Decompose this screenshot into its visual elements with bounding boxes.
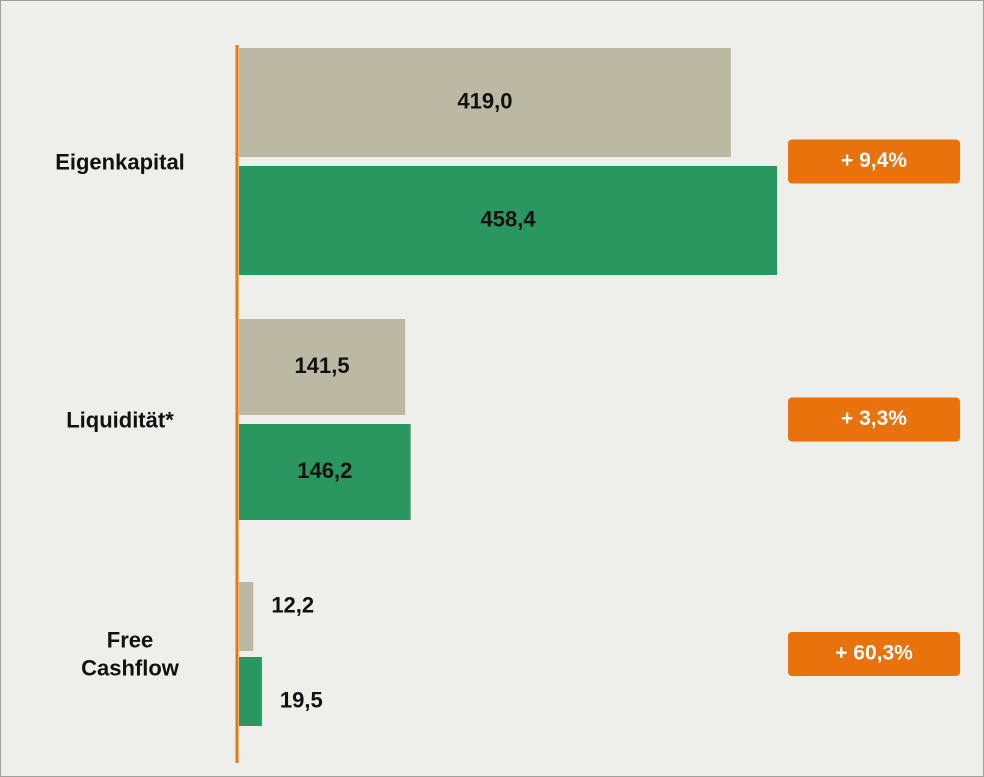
value-label: 458,4	[481, 206, 537, 231]
value-label: 12,2	[271, 592, 314, 617]
bar	[239, 48, 731, 157]
change-badge	[788, 139, 960, 184]
bar	[239, 424, 411, 520]
value-label: 141,5	[295, 353, 350, 378]
bar	[239, 657, 262, 726]
value-label: 19,5	[280, 687, 323, 712]
category-label: Eigenkapital	[55, 148, 185, 174]
change-label: + 3,3%	[841, 407, 907, 430]
value-label: 419,0	[457, 88, 512, 113]
change-label: + 9,4%	[841, 149, 907, 172]
change-label: + 60,3%	[835, 642, 913, 665]
bar	[239, 582, 254, 651]
category-label: Liquidität*	[66, 406, 174, 432]
bar	[239, 166, 778, 275]
category-label: Free Cashflow	[81, 627, 179, 681]
change-badge	[788, 397, 960, 442]
value-label: 146,2	[297, 458, 352, 483]
bar	[239, 319, 406, 415]
change-badge	[788, 632, 960, 676]
